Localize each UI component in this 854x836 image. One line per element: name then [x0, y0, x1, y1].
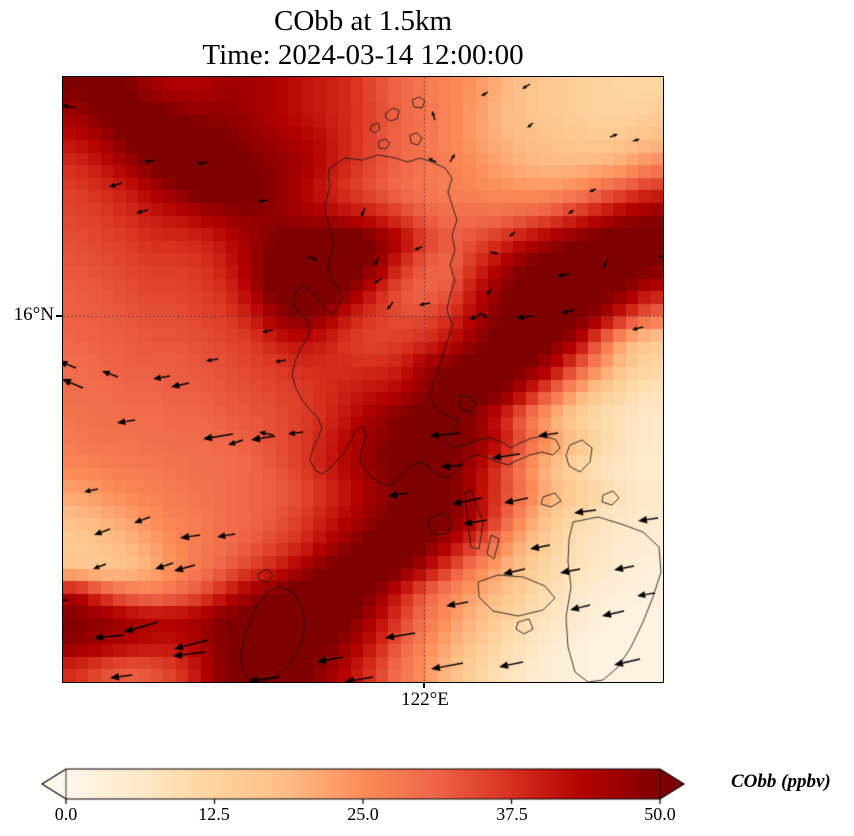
colorbar-tick-2: 25.0: [347, 804, 379, 824]
x-tick-label: 122°E: [401, 689, 449, 710]
heatmap-canvas: [63, 77, 663, 682]
colorbar-tick-3: 37.5: [496, 804, 528, 824]
chart-title: CObb at 1.5km: [273, 5, 453, 37]
colorbar-tick-0: 0.0: [54, 804, 78, 824]
colorbar-tick-4: 50.0: [644, 804, 676, 824]
colorbar-canvas: [40, 766, 700, 808]
colorbar-label: CObb (ppbv): [731, 771, 831, 792]
y-tick-label: 16°N: [13, 304, 54, 325]
y-tick-mark: [56, 315, 62, 317]
colorbar-tick-1: 12.5: [198, 804, 230, 824]
map-plot-area: [62, 76, 664, 683]
x-tick-mark: [423, 682, 425, 688]
chart-subtitle: Time: 2024-03-14 12:00:00: [202, 39, 524, 71]
